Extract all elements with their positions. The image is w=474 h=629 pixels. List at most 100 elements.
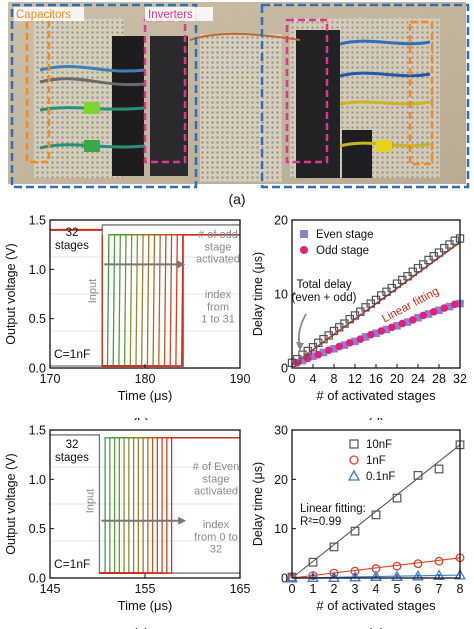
data-point-open-square: [349, 439, 359, 449]
y-tick-label: 0: [281, 572, 288, 586]
x-tick-label: 165: [230, 582, 250, 596]
x-tick-label: 28: [432, 372, 446, 386]
data-point-open-triangle: [412, 569, 424, 581]
data-point-square: [298, 356, 307, 365]
x-tick-label: 24: [411, 372, 425, 386]
data-point-square: [403, 318, 412, 326]
x-axis-label: Time (μs): [118, 598, 173, 613]
data-point-circle: [387, 323, 396, 332]
data-point-open-square: [340, 319, 349, 328]
y-tick-label: 0.5: [29, 312, 46, 326]
panel-a-caption: (a): [228, 191, 245, 207]
legend-label: Even stage: [316, 229, 374, 241]
data-point-square: [382, 325, 391, 334]
data-point-open-square: [434, 248, 444, 257]
note-index: index from 0 to 32: [194, 519, 237, 556]
y-tick-label: 1.0: [29, 263, 46, 277]
data-point-circle: [450, 300, 459, 309]
capacitors-outline-right: [408, 20, 434, 166]
data-point-open-square: [434, 464, 444, 474]
data-point-open-triangle: [328, 571, 340, 582]
note-total-delay: Total delay (even + odd): [292, 279, 357, 304]
data-point-open-square: [308, 557, 318, 567]
data-point-open-triangle: [370, 570, 382, 581]
data-point-open-triangle: [349, 570, 361, 582]
panel-caption: (d): [367, 415, 384, 420]
x-axis-label: # of activated stages: [316, 388, 436, 403]
data-point-open-square: [350, 526, 360, 536]
y-tick-label: 10: [274, 522, 288, 536]
data-point-open-triangle: [307, 571, 319, 582]
x-tick-label: 12: [348, 372, 362, 386]
data-point-square: [414, 313, 422, 322]
data-point-circle: [377, 327, 386, 335]
x-tick-label: 6: [415, 582, 422, 596]
fit-line: [291, 557, 461, 579]
data-point-circle: [356, 335, 365, 343]
arrow-head: [177, 260, 186, 269]
data-point-square: [351, 337, 359, 346]
data-point-open-triangle: [347, 469, 361, 481]
data-point-square: [300, 230, 308, 238]
data-point-open-square: [419, 260, 428, 269]
data-point-open-square: [403, 272, 412, 281]
data-point-square: [309, 352, 317, 360]
green-wire-wrap: [84, 140, 100, 152]
data-point-open-square: [371, 510, 381, 520]
note-activated: # of Even stage activated: [193, 461, 239, 498]
x-tick-label: 190: [230, 372, 250, 386]
y-axis-label: Delay time (μs): [251, 462, 265, 546]
data-point-circle: [345, 339, 354, 347]
y-tick-label: 20: [274, 214, 288, 228]
y-tick-label: 0: [281, 362, 288, 376]
data-point-square: [330, 344, 338, 353]
yellow-wire-wrap: [376, 140, 392, 152]
output-trace: [99, 437, 240, 574]
data-point-open-square: [308, 343, 318, 352]
data-point-square: [445, 302, 454, 311]
note-index: index from 1 to 31: [201, 289, 235, 326]
board-outline-right: [260, 3, 470, 189]
x-tick-label: 170: [40, 372, 61, 386]
panel-caption: (b): [132, 415, 149, 420]
x-tick-label: 145: [40, 582, 61, 596]
arrow-head: [178, 516, 187, 525]
x-tick-label: 155: [135, 582, 156, 596]
data-point-circle: [419, 311, 428, 320]
legend-label: 10nF: [366, 439, 392, 451]
note-input: Input: [84, 489, 96, 513]
chip-column-far-right: [342, 130, 372, 178]
x-tick-label: 0: [289, 582, 296, 596]
legend-label: Odd stage: [316, 245, 369, 257]
data-point-circle: [300, 246, 308, 254]
data-point-circle: [429, 307, 438, 316]
chip-column-right: [296, 30, 340, 178]
x-tick-label: 4: [373, 582, 380, 596]
chip-column-mid: [150, 36, 188, 176]
data-point-square: [361, 333, 370, 341]
y-tick-label: 10: [274, 288, 288, 302]
data-point-square: [393, 322, 401, 330]
panel-c-chart: 145 155 165 0.0 0.5 1.0 1.5 Time (μs) Output vol…: [4, 424, 250, 629]
label-bg-capacitors: [14, 7, 84, 21]
data-point-square: [372, 329, 380, 338]
x-tick-label: 180: [135, 372, 156, 386]
data-point-circle: [314, 350, 323, 359]
data-point-circle: [398, 319, 407, 328]
x-tick-label: 7: [436, 582, 443, 596]
note-cap: C=1nF: [54, 557, 90, 571]
x-tick-label: 2: [331, 582, 338, 596]
chip-column-left: [112, 36, 144, 176]
data-point-open-square: [371, 295, 381, 305]
x-tick-label: 1: [310, 582, 317, 596]
data-point-open-square: [293, 354, 302, 364]
data-point-open-square: [392, 493, 402, 503]
x-tick-label: 0: [289, 372, 296, 386]
data-point-square: [340, 341, 349, 349]
inverters-outline: [143, 18, 187, 164]
data-point-open-square: [324, 331, 333, 340]
data-point-open-square: [329, 542, 339, 552]
x-tick-label: 20: [390, 372, 404, 386]
